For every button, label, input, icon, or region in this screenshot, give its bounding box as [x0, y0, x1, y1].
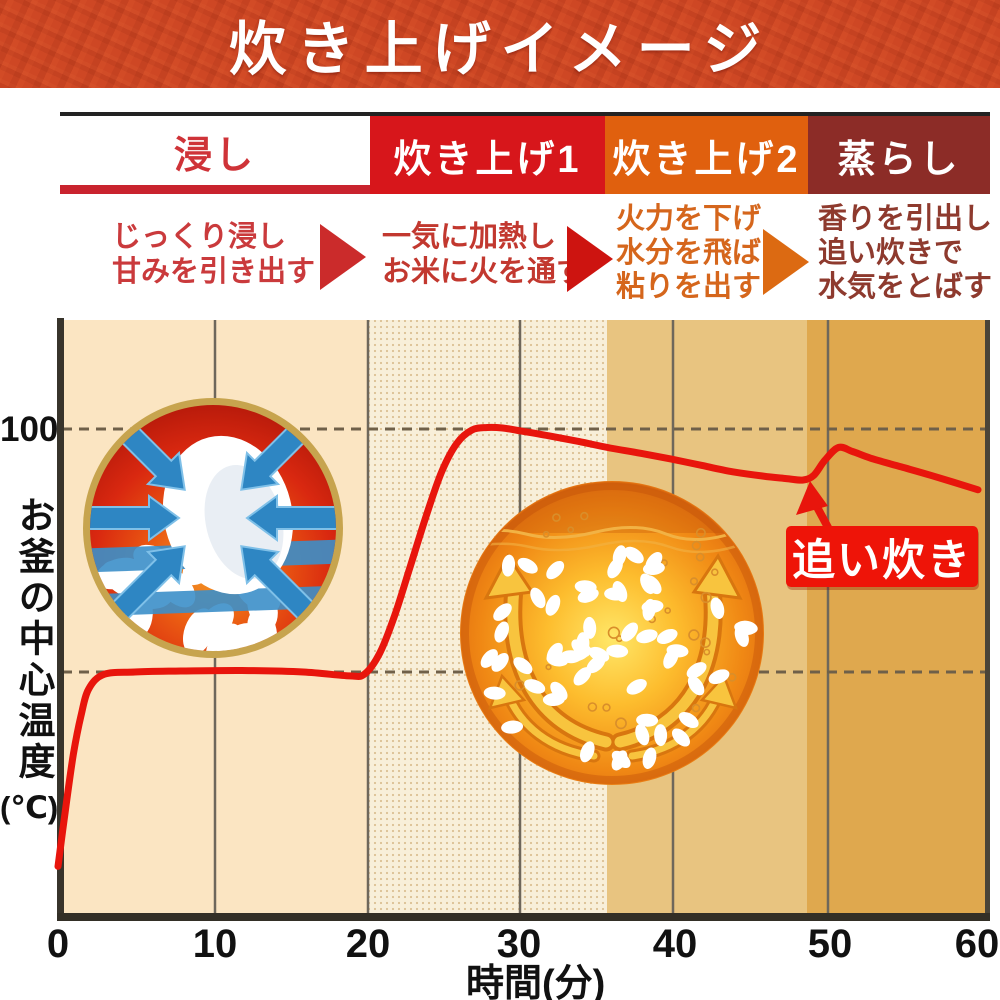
- arrow-right-icon: [320, 224, 366, 290]
- temperature-chart: [54, 318, 990, 921]
- desc-line: 甘みを引き出す: [112, 256, 316, 288]
- page-title: 炊き上げイメージ: [228, 15, 772, 83]
- y-axis-tick-100: 100: [0, 410, 59, 449]
- y-axis-title: お釜の中心温度: [13, 496, 54, 783]
- desc-line: 粘りを出す: [616, 271, 762, 303]
- x-tick-40: 40: [652, 922, 698, 966]
- phase-tab-soak: 浸し: [60, 116, 370, 194]
- arrow-right-icon: [567, 226, 613, 292]
- x-tick-30: 30: [496, 922, 542, 966]
- x-tick-0: 0: [46, 922, 70, 966]
- desc-line: 水分を飛ばし: [616, 237, 791, 269]
- soaking-pot-illustration: [83, 398, 343, 658]
- x-tick-50: 50: [807, 922, 853, 966]
- phase-desc-cook1: 一気に加熱し お米に火を通す: [382, 220, 585, 290]
- phase-tab-steam: 蒸らし: [808, 116, 990, 194]
- phase-tab-cook2: 炊き上げ2: [605, 116, 808, 194]
- x-tick-60: 60: [954, 922, 1000, 966]
- title-banner: 炊き上げイメージ: [0, 0, 1000, 88]
- arrow-right-icon: [763, 229, 809, 295]
- phase-label: 炊き上げ2: [612, 138, 801, 181]
- x-axis-title: 時間(分): [466, 963, 606, 1000]
- y-axis-line: [57, 318, 64, 920]
- bubbles: [514, 511, 737, 730]
- x-axis-line: [57, 913, 990, 921]
- phase-desc-cook2: 火力を下げ 水分を飛ばし 粘りを出す: [616, 202, 790, 304]
- phase-desc-steam: 香りを引出し 追い炊きで 水気をとばす: [818, 202, 992, 304]
- desc-line: 香りを引出し: [818, 203, 993, 235]
- y-axis-unit: (℃): [0, 790, 59, 825]
- temperature-curve: [54, 423, 982, 870]
- desc-line: じっくり浸し: [112, 221, 287, 253]
- annotation-label: 追い炊き: [786, 526, 978, 587]
- plot-right-border: [985, 320, 990, 915]
- phase-desc-soak: じっくり浸し 甘みを引き出す: [112, 220, 315, 290]
- phase-underline: [60, 185, 370, 194]
- desc-line: 一気に加熱し: [382, 221, 557, 253]
- x-tick-20: 20: [345, 922, 391, 966]
- rice-grains: [480, 545, 758, 771]
- phase-header-bar: 浸し 炊き上げ1 炊き上げ2 蒸らし: [60, 112, 990, 198]
- desc-line: お米に火を通す: [382, 256, 586, 288]
- desc-line: 水気をとばす: [818, 271, 993, 303]
- phase-tab-cook1: 炊き上げ1: [370, 116, 605, 194]
- phase-label: 浸し: [173, 134, 256, 177]
- phase-label: 蒸らし: [837, 138, 961, 181]
- desc-line: 追い炊きで: [818, 237, 964, 269]
- desc-line: 火力を下げ: [616, 203, 762, 235]
- x-tick-10: 10: [192, 922, 238, 966]
- phase-label: 炊き上げ1: [393, 138, 582, 181]
